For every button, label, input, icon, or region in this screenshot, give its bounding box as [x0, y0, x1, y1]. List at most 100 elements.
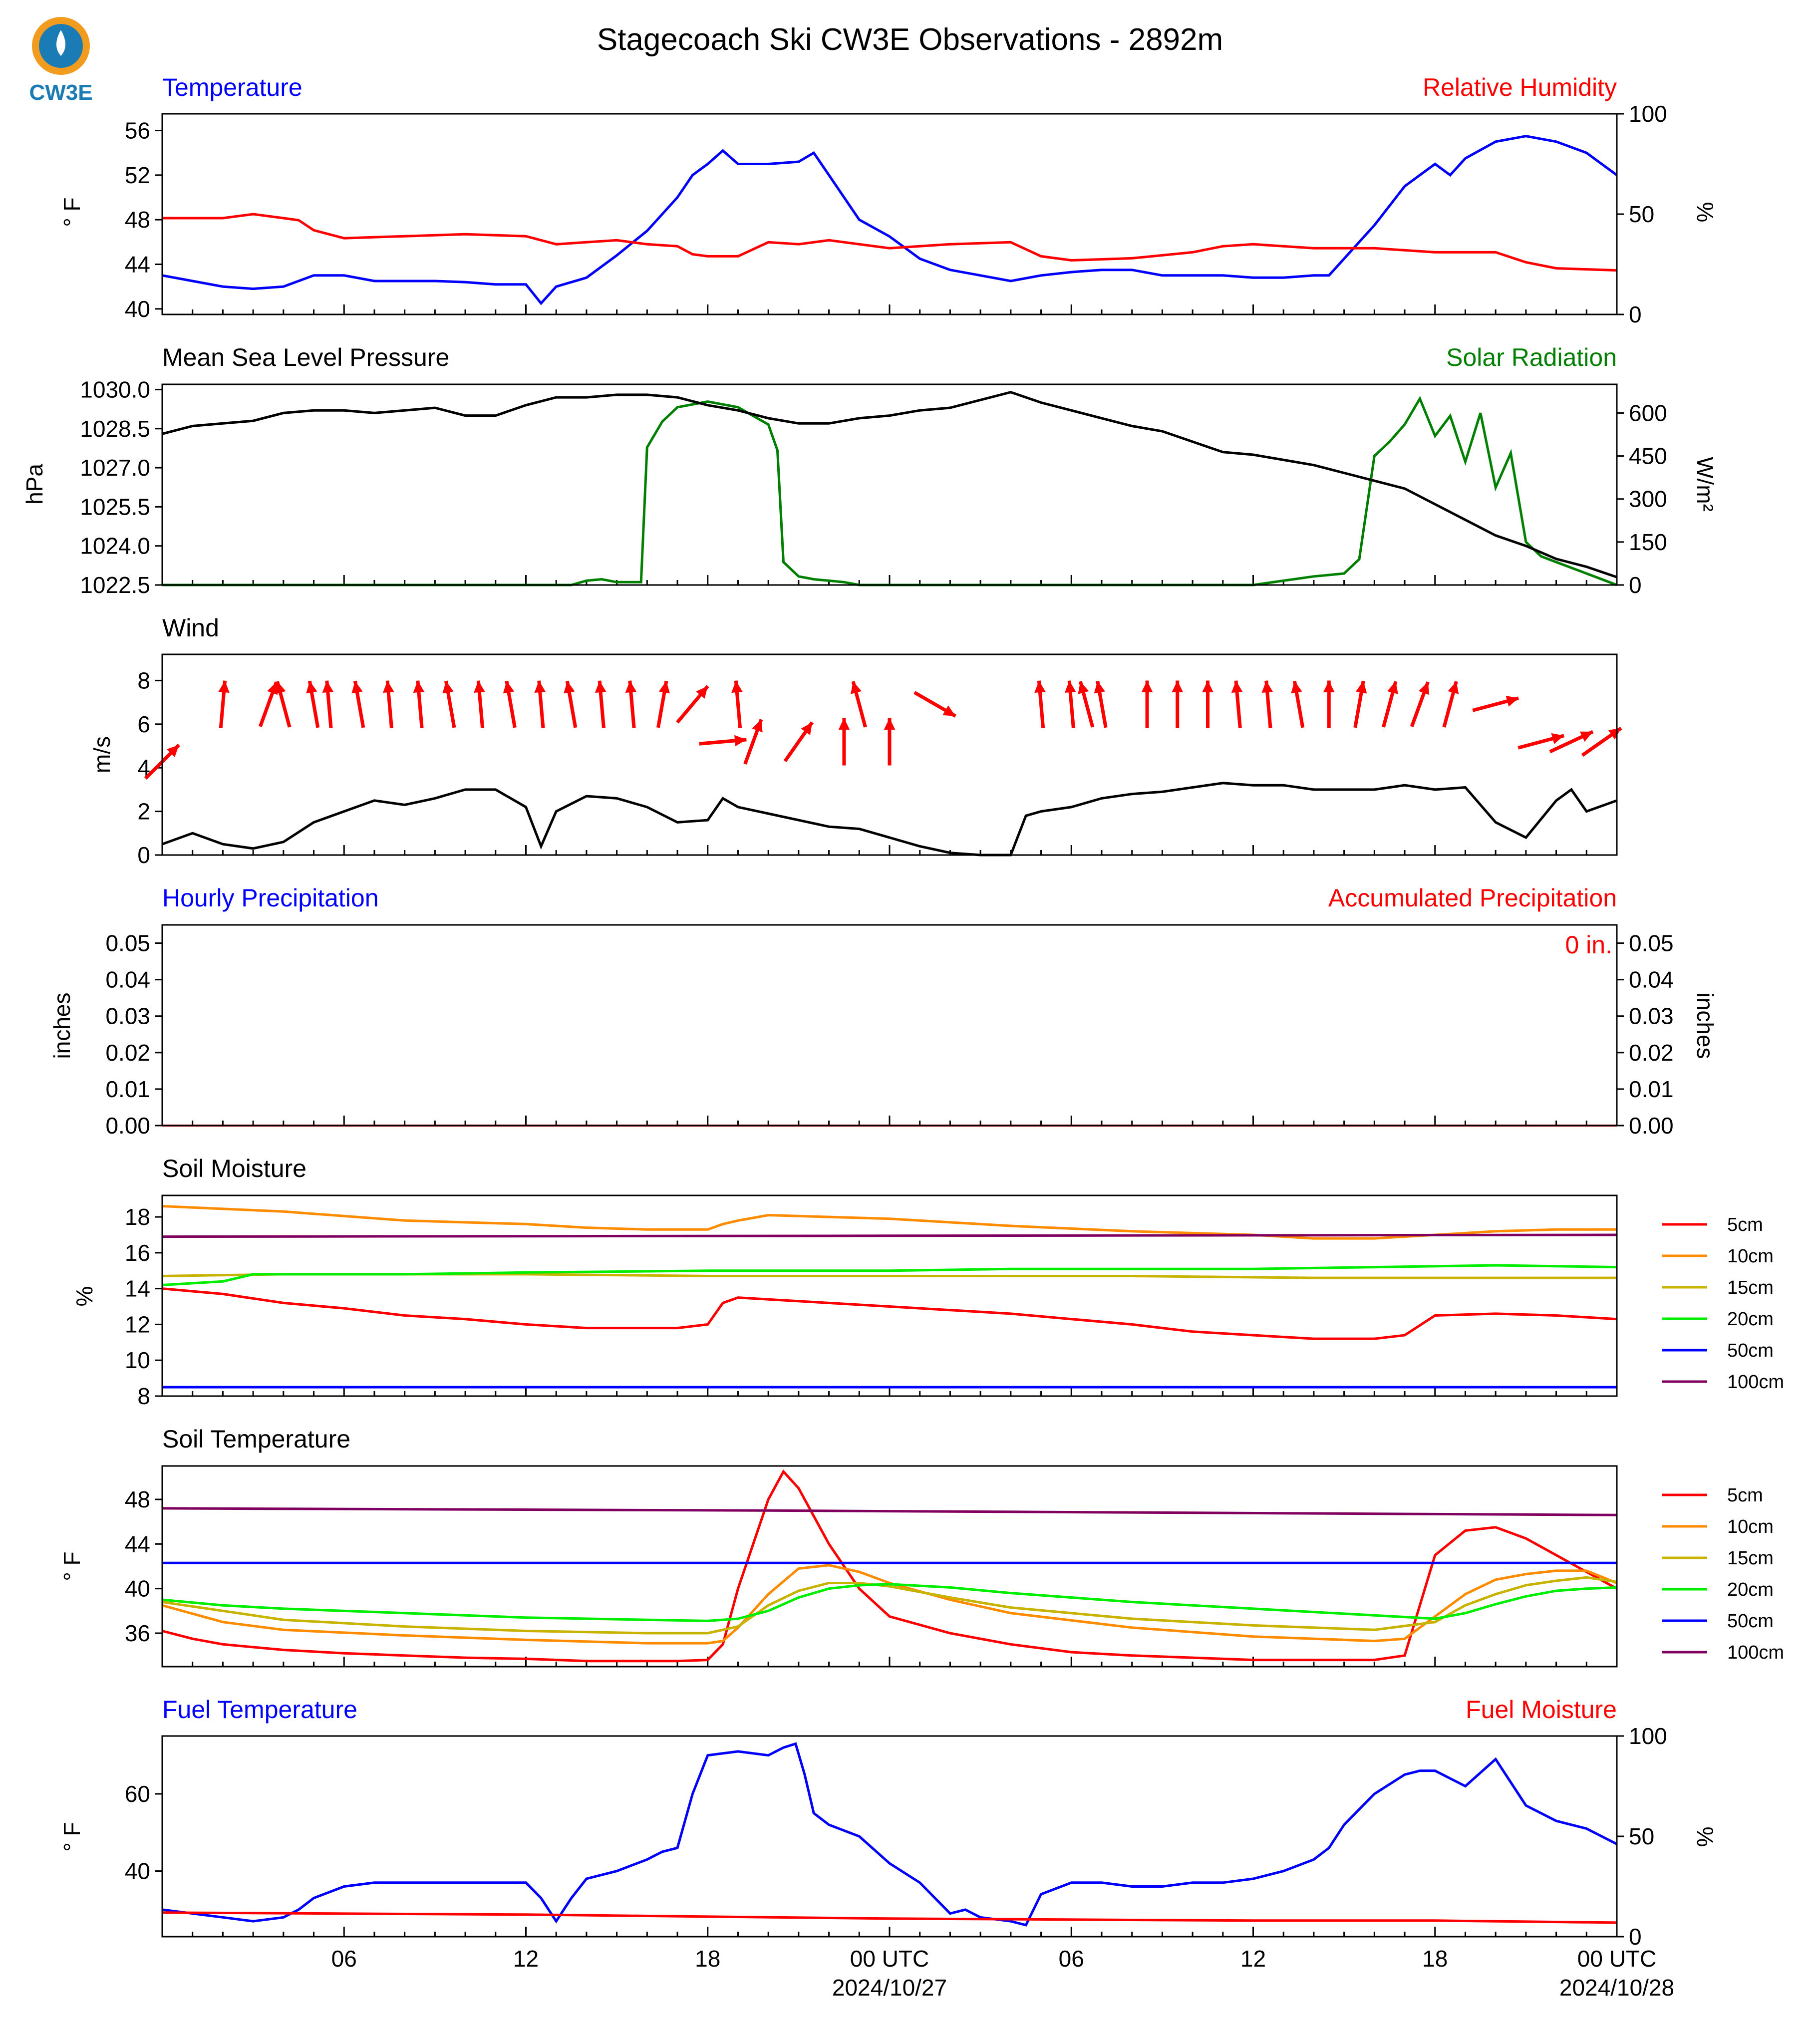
legend-label: 20cm: [1727, 1579, 1774, 1600]
series-line-15cm: [162, 1576, 1617, 1635]
soil-moisture-yticks: 8 10 12 14 16 18: [125, 1204, 162, 1409]
y-tick-label: 0: [1629, 1924, 1642, 1950]
wind-arrow-head: [1094, 681, 1105, 694]
y-tick-label: 0.00: [1629, 1113, 1674, 1139]
wind-arrow-head: [801, 722, 813, 735]
hourly-precip-axis-label: inches: [49, 993, 75, 1059]
logo-text: CW3E: [29, 80, 92, 105]
wind-frame: [161, 653, 1618, 856]
panel-temperature: Temperature Relative Humidity ° F % 40 44…: [59, 73, 1718, 327]
wind-arrow-head: [1231, 680, 1243, 693]
wind-arrow-head: [734, 735, 747, 747]
fuel-moisture-axis-label: %: [1692, 1827, 1718, 1847]
wind-arrow-head: [851, 681, 862, 694]
time-tick-label: 06: [1059, 1946, 1084, 1972]
wind-arrow-head: [306, 681, 317, 694]
temperature-yticks: 40 44 48 52 56: [125, 118, 162, 322]
y-tick-label: 8: [137, 667, 150, 693]
fuel-frame: [161, 1735, 1618, 1938]
wind-arrow-head: [1141, 680, 1153, 692]
soil-temperature-legend: 5cm 10cm 15cm 20cm 50cm 100cm: [1662, 1485, 1784, 1663]
solar-title: Solar Radiation: [1446, 343, 1617, 371]
y-tick-label: 36: [125, 1620, 150, 1646]
y-tick-label: 300: [1629, 486, 1667, 512]
series-line-10cm: [162, 1564, 1617, 1645]
legend-label: 5cm: [1727, 1214, 1763, 1235]
y-tick-label: 0.05: [1629, 930, 1674, 956]
y-tick-label: 1022.5: [80, 572, 150, 598]
temperature-xticks: [192, 304, 1587, 314]
y-tick-label: 0: [137, 842, 150, 868]
time-tick-label: 00 UTC: [1577, 1946, 1656, 1972]
y-tick-label: 1028.5: [80, 416, 150, 442]
humidity-axis-label: %: [1692, 202, 1718, 223]
y-tick-label: 48: [125, 1486, 150, 1512]
y-tick-label: 40: [125, 296, 150, 322]
panel-soil-temperature: Soil Temperature ° F 36 40 44 48 5cm 10cm 15c…: [59, 1425, 1784, 1668]
fuel-temperature-yticks: 40 60: [125, 1781, 162, 1884]
wind-arrow-head: [1506, 695, 1519, 707]
legend-label: 50cm: [1727, 1611, 1774, 1632]
humidity-yticks: 0 50 100: [1617, 101, 1667, 327]
time-axis-labels: 06 12 18 00 UTC 06 12 18 00 UTC 2024/10/27 2024/1…: [331, 1946, 1674, 2001]
legend-label: 100cm: [1727, 1642, 1784, 1663]
series-line-10cm: [162, 1205, 1617, 1240]
soil-moisture-frame: [161, 1194, 1618, 1397]
wind-arrow-head: [1387, 681, 1398, 694]
wind-speed-line: [162, 782, 1617, 857]
pressure-yticks: 1022.5 1024.0 1025.5 1027.0 1028.5 1030.0: [80, 376, 162, 598]
time-tick-label: 12: [1240, 1946, 1266, 1972]
y-tick-label: 0.03: [105, 1003, 150, 1029]
soil-temperature-xticks: [192, 1657, 1587, 1667]
legend-label: 15cm: [1727, 1548, 1774, 1569]
fuel-temperature-axis-label: ° F: [59, 1822, 85, 1851]
y-tick-label: 100: [1629, 1723, 1667, 1749]
wind-arrow-head: [1551, 733, 1564, 744]
soil-temperature-frame: [161, 1465, 1618, 1668]
fuel-xticks: [192, 1927, 1587, 1937]
y-tick-label: 600: [1629, 400, 1667, 426]
y-tick-label: 48: [125, 207, 150, 233]
wind-arrow-head: [474, 680, 485, 693]
y-tick-label: 8: [137, 1383, 150, 1409]
y-tick-label: 150: [1629, 529, 1667, 555]
legend-label: 10cm: [1727, 1516, 1774, 1537]
y-tick-label: 0.00: [105, 1113, 150, 1139]
y-tick-label: 1024.0: [80, 533, 150, 559]
wind-arrow-head: [1078, 681, 1089, 694]
fuel-moisture-line: [162, 1911, 1617, 1924]
wind-arrow-head: [267, 682, 278, 695]
wind-arrow-head: [534, 680, 546, 693]
panel-precipitation: Hourly Precipitation Accumulated Precipi…: [49, 884, 1718, 1139]
y-tick-label: 12: [125, 1311, 150, 1337]
y-tick-label: 52: [125, 162, 150, 188]
temperature-title: Temperature: [162, 73, 303, 101]
wind-arrow-head: [658, 681, 670, 694]
wind-arrow-head: [1579, 731, 1593, 742]
y-tick-label: 16: [125, 1240, 150, 1266]
solar-axis-label: W/m²: [1692, 457, 1718, 512]
wind-arrow-head: [1034, 680, 1046, 693]
y-tick-label: 0.02: [105, 1040, 150, 1066]
wind-arrow-head: [322, 680, 334, 693]
wind-arrow-head: [503, 681, 515, 694]
soil-moisture-legend: 5cm 10cm 15cm 20cm 50cm 100cm: [1662, 1214, 1784, 1393]
fuel-moisture-title: Fuel Moisture: [1466, 1696, 1617, 1724]
y-tick-label: 50: [1629, 201, 1654, 227]
figure-title: Stagecoach Ski CW3E Observations - 2892m: [597, 22, 1223, 57]
legend-label: 15cm: [1727, 1277, 1774, 1298]
humidity-line: [162, 213, 1617, 272]
panel-soil-moisture: Soil Moisture % 8 10 12 14 16 18 5cm 10cm 15cm 2…: [71, 1155, 1784, 1409]
y-tick-label: 0: [1629, 572, 1642, 598]
y-tick-label: 60: [125, 1781, 150, 1807]
solar-line: [162, 396, 1617, 586]
wind-arrow-head: [382, 680, 394, 693]
wind-arrow-head: [275, 681, 286, 694]
wind-arrow-head: [1064, 680, 1076, 693]
wind-arrow-head: [625, 680, 637, 693]
wind-arrow-head: [1356, 681, 1367, 694]
series-line-100cm: [162, 1507, 1617, 1516]
wind-arrow-head: [595, 680, 607, 693]
